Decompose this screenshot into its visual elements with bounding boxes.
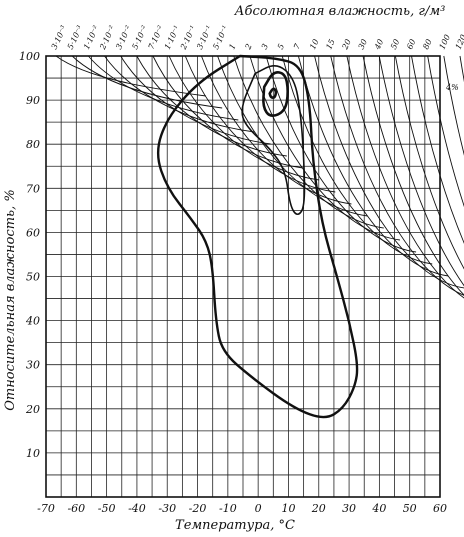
distribution-contours xyxy=(156,54,359,419)
abs-humidity-tick-label: 15 xyxy=(324,38,336,51)
abs-humidity-tick-label: 10 xyxy=(308,38,320,51)
x-tick-label: -20 xyxy=(189,502,207,515)
x-tick-label: 0 xyxy=(255,502,262,515)
isoline xyxy=(201,55,352,205)
y-tick-label: 20 xyxy=(25,403,40,416)
isoline xyxy=(314,55,464,289)
isoline xyxy=(394,55,464,270)
x-tick-label: -40 xyxy=(128,502,146,515)
y-tick-label: 40 xyxy=(25,315,40,328)
x-tick-label: 30 xyxy=(342,502,356,515)
abs-humidity-tick-label: 1 xyxy=(227,42,237,50)
isoline xyxy=(104,55,255,133)
x-axis-title: Температура, °С xyxy=(175,518,295,533)
isoline xyxy=(459,55,464,83)
x-tick-label: -60 xyxy=(67,502,85,515)
isoline xyxy=(378,55,464,287)
contour-outer xyxy=(156,54,359,419)
isoline xyxy=(71,55,223,109)
x-tick-label: -10 xyxy=(219,502,237,515)
x-tick-label: 60 xyxy=(433,502,447,515)
abs-humidity-tick-label: 5 xyxy=(276,42,286,50)
y-tick-label: 60 xyxy=(26,226,40,239)
y-tick-label: 50 xyxy=(26,271,40,284)
contour-inner xyxy=(262,71,289,117)
isoline xyxy=(362,55,464,296)
abs-humidity-tick-label: 2 xyxy=(243,42,254,51)
contour-middle xyxy=(241,65,306,216)
isoline xyxy=(168,55,320,181)
isoline xyxy=(443,55,464,156)
abs-humidity-tick-label: 80 xyxy=(421,38,433,51)
isoline xyxy=(87,55,239,121)
isoline xyxy=(184,55,336,193)
contour-core xyxy=(268,87,278,100)
y-tick-label: 100 xyxy=(19,50,40,63)
isoline xyxy=(297,55,449,277)
abs-humidity-tick-label: 20 xyxy=(340,38,353,52)
abs-humidity-tick-label: 7 xyxy=(292,42,303,51)
abs-humidity-tick-label: 60 xyxy=(405,38,417,51)
y-tick-label: 70 xyxy=(26,182,40,195)
isoline xyxy=(330,55,464,296)
absolute-humidity-curves xyxy=(55,55,464,299)
isoline xyxy=(281,55,433,265)
abs-humidity-tick-label: 40 xyxy=(372,38,385,52)
right-edge-label: 4% xyxy=(445,83,459,92)
abs-humidity-tick-label: 50 xyxy=(389,38,401,51)
x-tick-label: -30 xyxy=(158,502,176,515)
isoline xyxy=(249,55,400,241)
y-tick-label: 90 xyxy=(26,94,40,107)
tick-labels: -70 -60 -50 -40 -30 -20 -10 0 10 20 30 40 50 60102030… xyxy=(19,24,464,515)
abs-humidity-tick-label: 120 xyxy=(454,33,464,51)
isoline xyxy=(427,55,464,207)
grid xyxy=(46,56,440,497)
isoline xyxy=(55,55,207,97)
isoline xyxy=(136,55,287,157)
abs-humidity-tick-label: 100 xyxy=(437,33,452,51)
isoline xyxy=(233,55,384,229)
x-tick-label: 20 xyxy=(311,502,326,515)
chart-title: Абсолютная влажность, г/м³ xyxy=(234,4,446,19)
plot-frame xyxy=(45,55,441,498)
isoline xyxy=(346,55,464,299)
x-tick-label: 50 xyxy=(403,502,417,515)
y-tick-label: 80 xyxy=(26,138,40,151)
x-tick-label: -50 xyxy=(98,502,116,515)
x-tick-label: -70 xyxy=(37,502,55,515)
y-tick-label: 30 xyxy=(26,359,40,372)
y-axis-title: Относительная влажность, % xyxy=(3,189,18,411)
x-tick-label: 10 xyxy=(281,502,295,515)
abs-humidity-tick-label: 30 xyxy=(357,38,369,51)
y-tick-label: 10 xyxy=(26,447,40,460)
abs-humidity-tick-label: 3 xyxy=(260,42,270,50)
x-tick-label: 40 xyxy=(371,502,386,515)
isoline xyxy=(411,55,464,244)
